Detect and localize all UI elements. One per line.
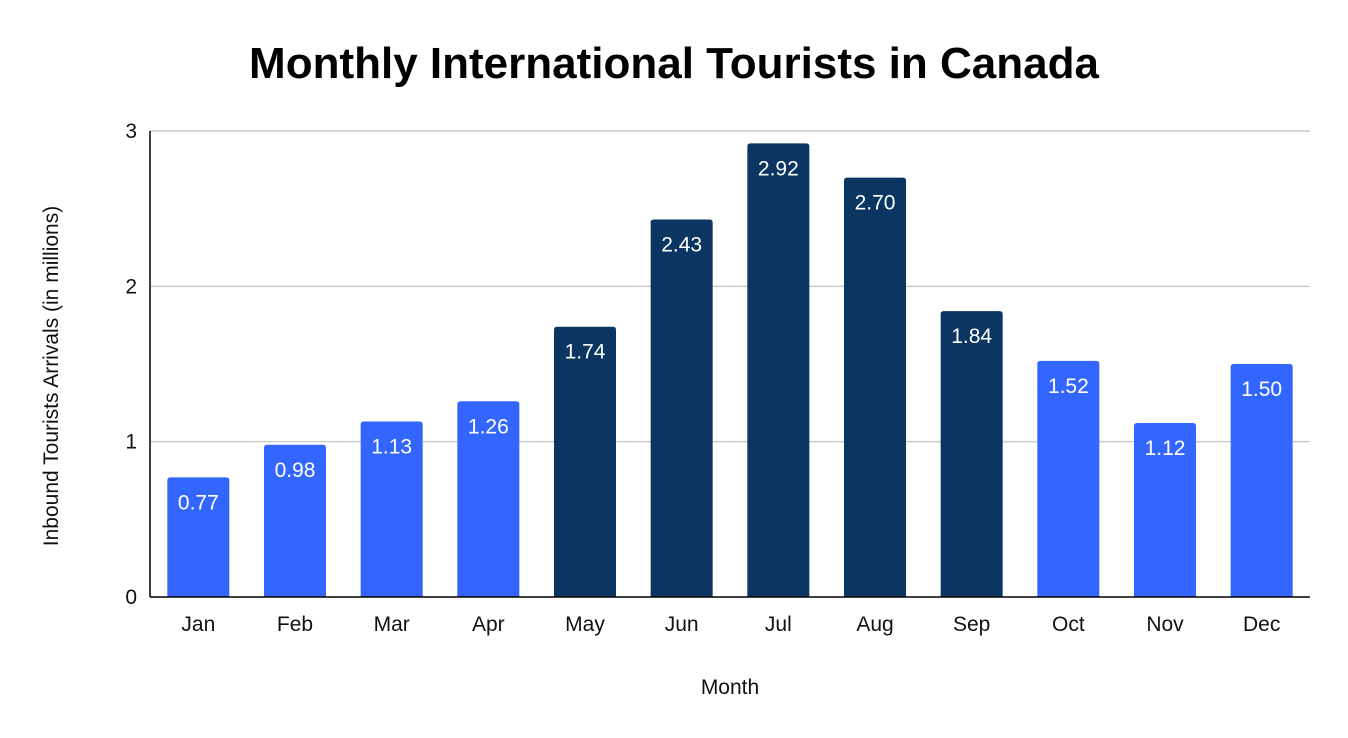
- labels: 0 1 2 3 0.77 Jan 0.98 Feb 1.13 Mar 1.26 Apr 1.74 May 2…: [125, 120, 1282, 636]
- bar-apr: [457, 401, 520, 597]
- data-label-jul: 2.92: [758, 157, 799, 180]
- bar-feb: [264, 444, 326, 597]
- chart-title: Monthly International Tourists in Canada: [249, 39, 1099, 88]
- gridlines: [150, 130, 1310, 443]
- x-tick-label-mar: Mar: [374, 613, 410, 636]
- x-tick-label-jun: Jun: [665, 613, 699, 636]
- bar-jan: [167, 477, 230, 597]
- bar-sep: [940, 311, 1003, 597]
- x-tick-label-dec: Dec: [1243, 613, 1280, 636]
- data-label-sep: 1.84: [951, 325, 992, 348]
- x-tick-label-sep: Sep: [953, 613, 990, 636]
- x-tick-label-aug: Aug: [856, 613, 893, 636]
- data-label-dec: 1.50: [1241, 378, 1282, 401]
- x-tick-label-nov: Nov: [1146, 613, 1184, 636]
- data-label-may: 1.74: [565, 341, 606, 364]
- bar-nov: [1134, 423, 1196, 597]
- data-label-oct: 1.52: [1048, 375, 1089, 398]
- y-tick-label: 1: [125, 431, 137, 454]
- data-label-mar: 1.13: [371, 435, 412, 458]
- data-label-jun: 2.43: [661, 234, 702, 257]
- bar-dec: [1230, 364, 1293, 597]
- bars: [167, 143, 1293, 598]
- bar-may: [554, 326, 616, 597]
- bar-oct: [1037, 360, 1100, 597]
- x-tick-label-jan: Jan: [181, 613, 215, 636]
- data-label-jan: 0.77: [178, 491, 219, 514]
- data-label-apr: 1.26: [468, 415, 509, 438]
- bar-jul: [747, 143, 810, 597]
- bar-aug: [844, 177, 906, 597]
- x-axis-title: Month: [701, 676, 759, 699]
- bar-jun: [650, 219, 713, 598]
- x-tick-label-jul: Jul: [765, 613, 792, 636]
- y-tick-label: 0: [125, 586, 137, 609]
- bar-mar: [360, 421, 423, 597]
- y-tick-label: 2: [125, 275, 137, 298]
- y-axis-title: Inbound Tourists Arrivals (in millions): [40, 206, 63, 546]
- y-tick-label: 3: [125, 120, 137, 143]
- data-label-aug: 2.70: [855, 192, 896, 215]
- x-tick-label-feb: Feb: [277, 613, 313, 636]
- x-tick-label-apr: Apr: [472, 613, 505, 636]
- data-label-feb: 0.98: [275, 459, 316, 482]
- x-tick-label-oct: Oct: [1052, 613, 1085, 636]
- axes: [149, 131, 1310, 598]
- x-tick-label-may: May: [565, 613, 605, 636]
- data-label-nov: 1.12: [1145, 437, 1186, 460]
